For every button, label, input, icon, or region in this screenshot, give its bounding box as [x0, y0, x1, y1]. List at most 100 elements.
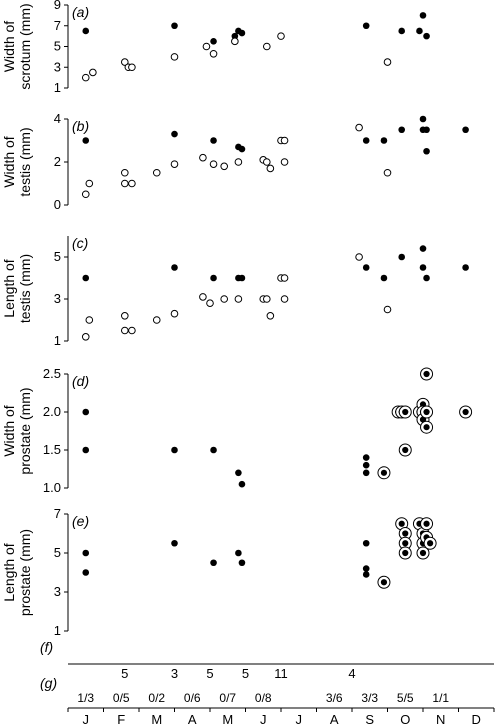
data-point-open — [209, 160, 218, 168]
y-tick-label: 1.0 — [43, 480, 61, 495]
y-tick-label: 9 — [54, 0, 61, 12]
data-point-filled — [419, 264, 427, 271]
data-point-open — [220, 295, 228, 303]
data-point-open — [206, 299, 214, 308]
data-point-filled — [362, 571, 370, 578]
row-f-value: 5 — [206, 666, 213, 681]
panel-label: (e) — [72, 513, 89, 529]
row-g-value: 1/3 — [77, 691, 94, 705]
panel-label: (d) — [72, 373, 89, 389]
data-point-filled — [171, 22, 178, 30]
data-point-open — [234, 295, 243, 303]
data-point-open — [128, 63, 136, 72]
data-point-open — [266, 164, 275, 173]
x-tick-label: J — [260, 712, 267, 727]
data-point-open — [199, 293, 207, 301]
data-point-ringed-core — [423, 408, 430, 416]
y-tick-label: 3 — [54, 584, 61, 599]
data-point-filled — [362, 22, 370, 30]
data-point-open — [128, 326, 136, 335]
data-point-open — [121, 326, 129, 335]
data-point-filled — [210, 38, 217, 45]
y-tick-label: 1.5 — [43, 442, 61, 457]
y-axis-label: Length oftestis (mm) — [1, 254, 33, 323]
data-point-open — [280, 136, 289, 145]
y-tick-label: 1 — [54, 623, 61, 638]
row-g-label: (g) — [40, 675, 57, 691]
data-point-filled — [82, 549, 90, 557]
data-point-open — [263, 295, 271, 303]
y-tick-label: 1 — [54, 80, 61, 95]
data-point-open — [234, 158, 243, 166]
y-tick-label: 2 — [54, 154, 61, 169]
x-tick-label: N — [436, 712, 445, 727]
data-point-open — [383, 58, 392, 66]
data-point-filled — [398, 126, 406, 134]
row-f-value: 5 — [242, 666, 249, 681]
x-tick-label: A — [330, 712, 339, 727]
panel-label: (c) — [72, 235, 88, 251]
row-g-value: 0/6 — [184, 691, 201, 705]
panel-label: (b) — [72, 118, 89, 134]
data-point-open — [231, 37, 239, 46]
data-point-open — [81, 333, 90, 341]
data-point-ringed-core — [402, 446, 409, 454]
data-point-filled — [210, 446, 217, 454]
data-point-filled — [82, 137, 90, 144]
x-tick-label: M — [151, 712, 162, 727]
data-point-open — [263, 158, 271, 166]
y-tick-label: 5 — [54, 39, 61, 54]
data-point-open — [81, 190, 90, 199]
data-point-filled — [362, 461, 370, 469]
x-tick-label: A — [188, 712, 197, 727]
data-point-filled — [238, 559, 246, 567]
row-f-value: 4 — [348, 666, 355, 681]
data-point-open — [383, 168, 392, 177]
data-point-filled — [380, 137, 388, 144]
data-point-ringed-core — [423, 520, 430, 527]
data-point-open — [170, 160, 179, 168]
x-tick-label: O — [400, 712, 410, 727]
data-point-filled — [419, 12, 427, 19]
row-f-label: (f) — [40, 639, 53, 655]
y-tick-label: 7 — [54, 506, 61, 521]
data-point-open — [209, 49, 218, 58]
x-tick-label: F — [117, 712, 125, 727]
data-point-filled — [238, 274, 246, 282]
data-point-filled — [362, 454, 370, 461]
data-point-filled — [362, 469, 370, 477]
data-point-filled — [210, 274, 217, 282]
data-point-filled — [419, 245, 427, 252]
data-point-filled — [171, 130, 178, 138]
y-tick-label: 4 — [54, 111, 61, 126]
data-point-open — [355, 123, 363, 132]
x-tick-label: J — [296, 712, 303, 727]
data-point-open — [383, 305, 392, 314]
data-point-open — [355, 253, 363, 261]
y-tick-label: 5 — [54, 545, 61, 560]
y-axis-label: Width oftestis (mm) — [1, 127, 33, 196]
y-tick-label: 2.0 — [43, 404, 61, 419]
data-point-filled — [462, 264, 469, 271]
data-point-filled — [462, 126, 469, 134]
data-point-open — [81, 73, 90, 82]
data-point-open — [266, 312, 275, 320]
data-point-ringed-core — [398, 520, 405, 527]
data-point-open — [277, 32, 285, 40]
x-tick-label: D — [472, 712, 481, 727]
y-tick-label: 0 — [54, 197, 61, 212]
data-point-ringed-core — [427, 540, 434, 547]
data-point-open — [199, 153, 207, 162]
data-point-filled — [235, 469, 242, 477]
data-point-open — [85, 179, 94, 188]
y-tick-label: 3 — [54, 291, 61, 306]
data-point-filled — [235, 549, 242, 557]
data-point-filled — [231, 32, 239, 40]
row-f-value: 5 — [121, 666, 128, 681]
data-point-filled — [82, 569, 90, 576]
panel-label: (a) — [72, 4, 89, 20]
y-axis-label: Length ofprostate (mm) — [1, 529, 33, 616]
y-tick-label: 1 — [54, 333, 61, 348]
row-g-value: 5/5 — [397, 691, 414, 705]
